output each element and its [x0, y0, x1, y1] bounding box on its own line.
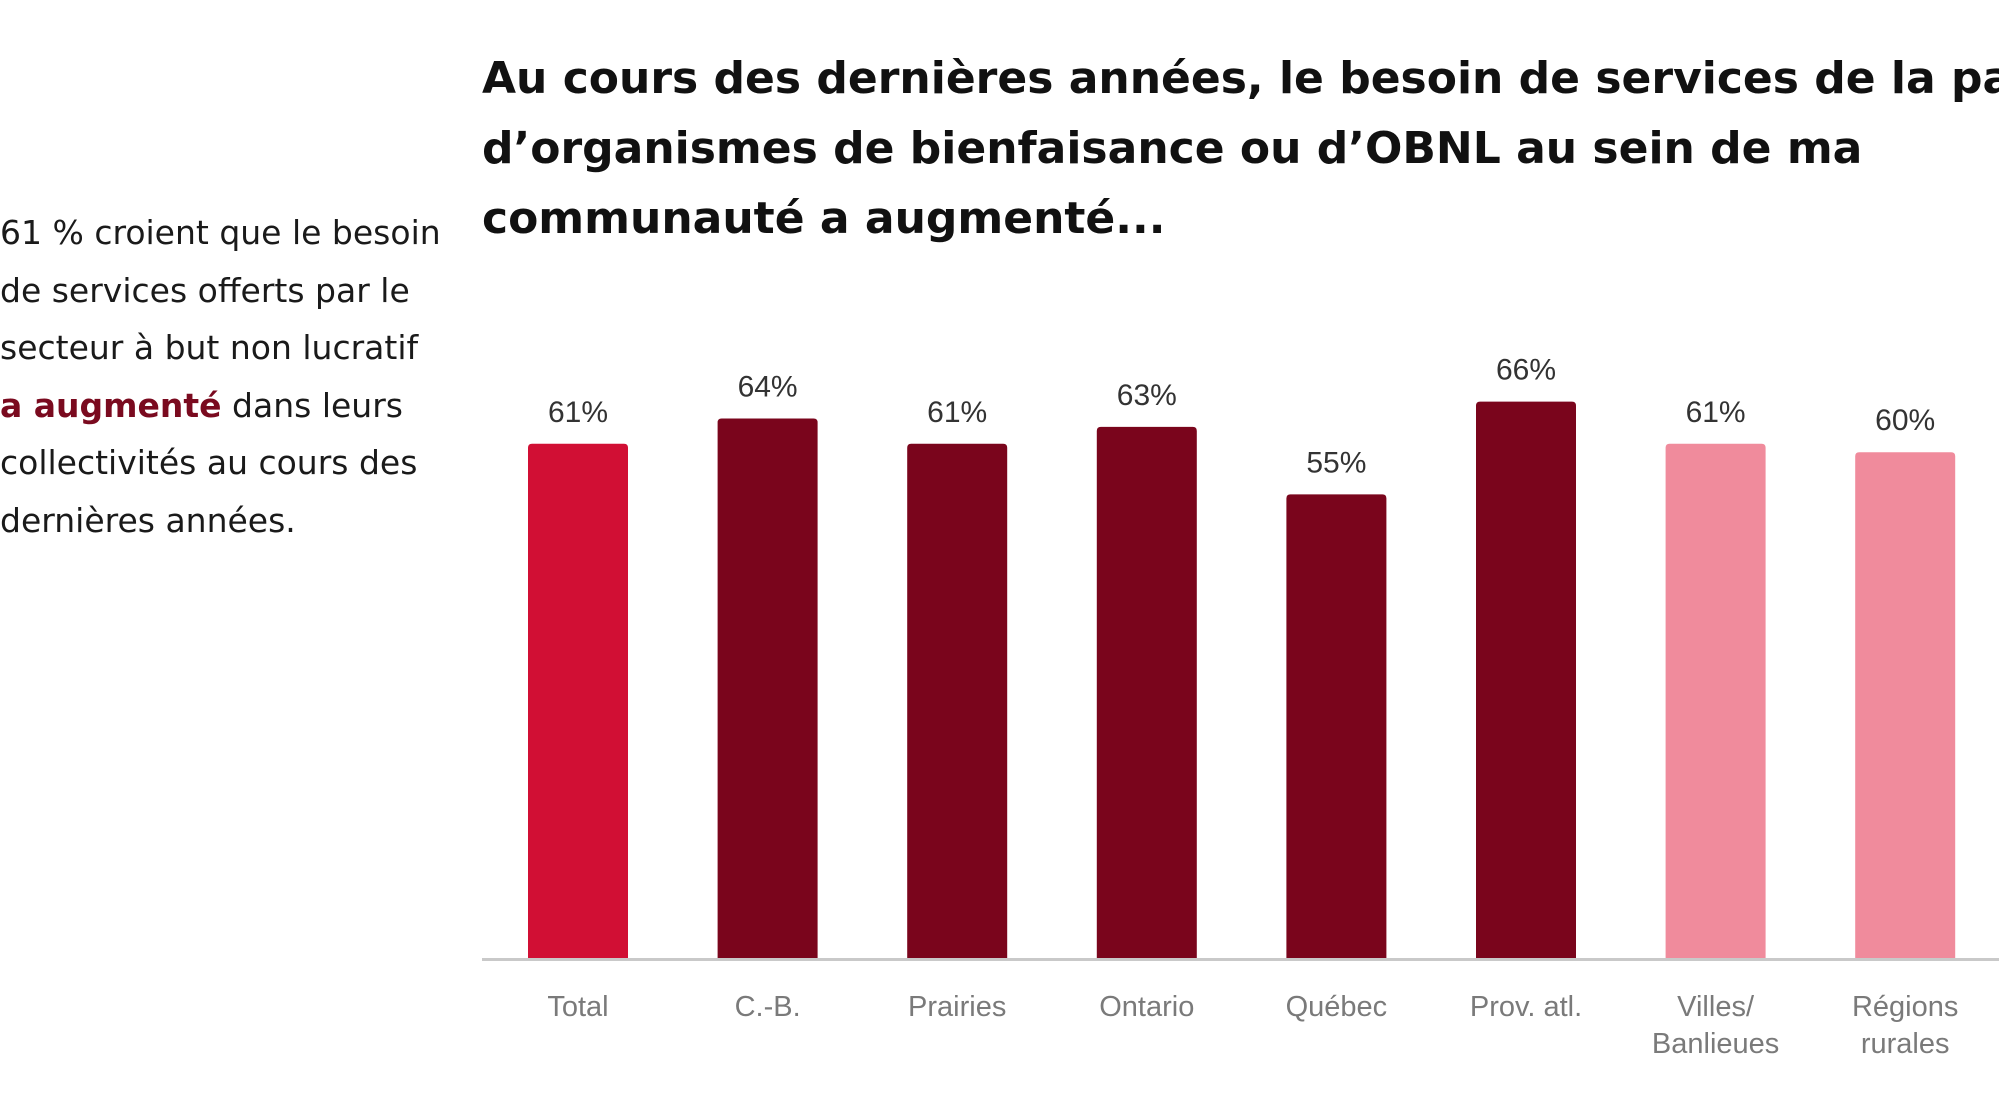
bar-group: 61% Prairies — [907, 396, 1008, 1023]
bar — [528, 443, 628, 958]
chart-title-line: Au cours des dernières années, le besoin… — [482, 53, 1999, 104]
chart-title: Au cours des dernières années, le besoin… — [482, 44, 1999, 254]
category-label: Prov. atl. — [1470, 991, 1582, 1023]
category-label: Québec — [1286, 991, 1388, 1023]
bar-group: 64% C.-B. — [717, 370, 818, 1023]
bar — [1665, 443, 1766, 958]
side-note-line: collectivités au cours des — [0, 443, 418, 482]
bar — [717, 418, 818, 959]
bar — [907, 443, 1008, 958]
bar-group: 63% Ontario — [1096, 379, 1197, 1023]
side-note-line-rest: dans leurs — [221, 385, 403, 425]
side-note-line: de services offerts par le — [0, 270, 410, 310]
category-label: Villes/ — [1677, 991, 1755, 1023]
bar-value-label: 55% — [1306, 446, 1366, 479]
bar-group: 55% Québec — [1286, 446, 1388, 1023]
bar — [1096, 426, 1197, 958]
chart-title-line: d’organismes de bienfaisance ou d’OBNL a… — [482, 123, 1863, 174]
bar-value-label: 61% — [1686, 396, 1746, 429]
category-label: Banlieues — [1652, 1028, 1779, 1060]
bar — [1855, 452, 1956, 958]
side-note-line: 61 % croient que le besoin — [0, 213, 441, 252]
side-note-emphasis: a augmenté — [0, 385, 222, 425]
category-label: Prairies — [908, 991, 1006, 1023]
bar-value-label: 64% — [738, 370, 798, 403]
category-label: Régions — [1852, 991, 1958, 1023]
bar-group: 61% Total — [528, 396, 628, 1023]
category-label: rurales — [1861, 1028, 1950, 1060]
bar — [1476, 401, 1576, 958]
side-note-line: a augmenté dans leurs — [0, 377, 440, 435]
side-note-line: secteur à but non lucratif — [0, 328, 419, 367]
bar-group: 60% Régions rurales — [1852, 404, 1958, 1060]
bar-group: 61% Villes/Banlieues — [1652, 396, 1779, 1060]
bar-value-label: 63% — [1117, 379, 1177, 412]
side-note: 61 % croient que le besoin de services o… — [0, 204, 441, 549]
bar-value-label: 60% — [1875, 404, 1935, 437]
bar-value-label: 61% — [548, 396, 608, 429]
bar-value-label: 61% — [927, 396, 987, 429]
chart-title-line: communauté a augmenté... — [482, 193, 1166, 244]
bar-value-label: 66% — [1496, 354, 1556, 387]
category-label: Ontario — [1099, 991, 1194, 1023]
bar-group: 66% Prov. atl. — [1470, 354, 1582, 1023]
category-label: Total — [547, 991, 608, 1023]
side-note-line: dernières années. — [0, 500, 296, 540]
bar — [1286, 494, 1387, 958]
category-label: C.-B. — [735, 991, 801, 1023]
